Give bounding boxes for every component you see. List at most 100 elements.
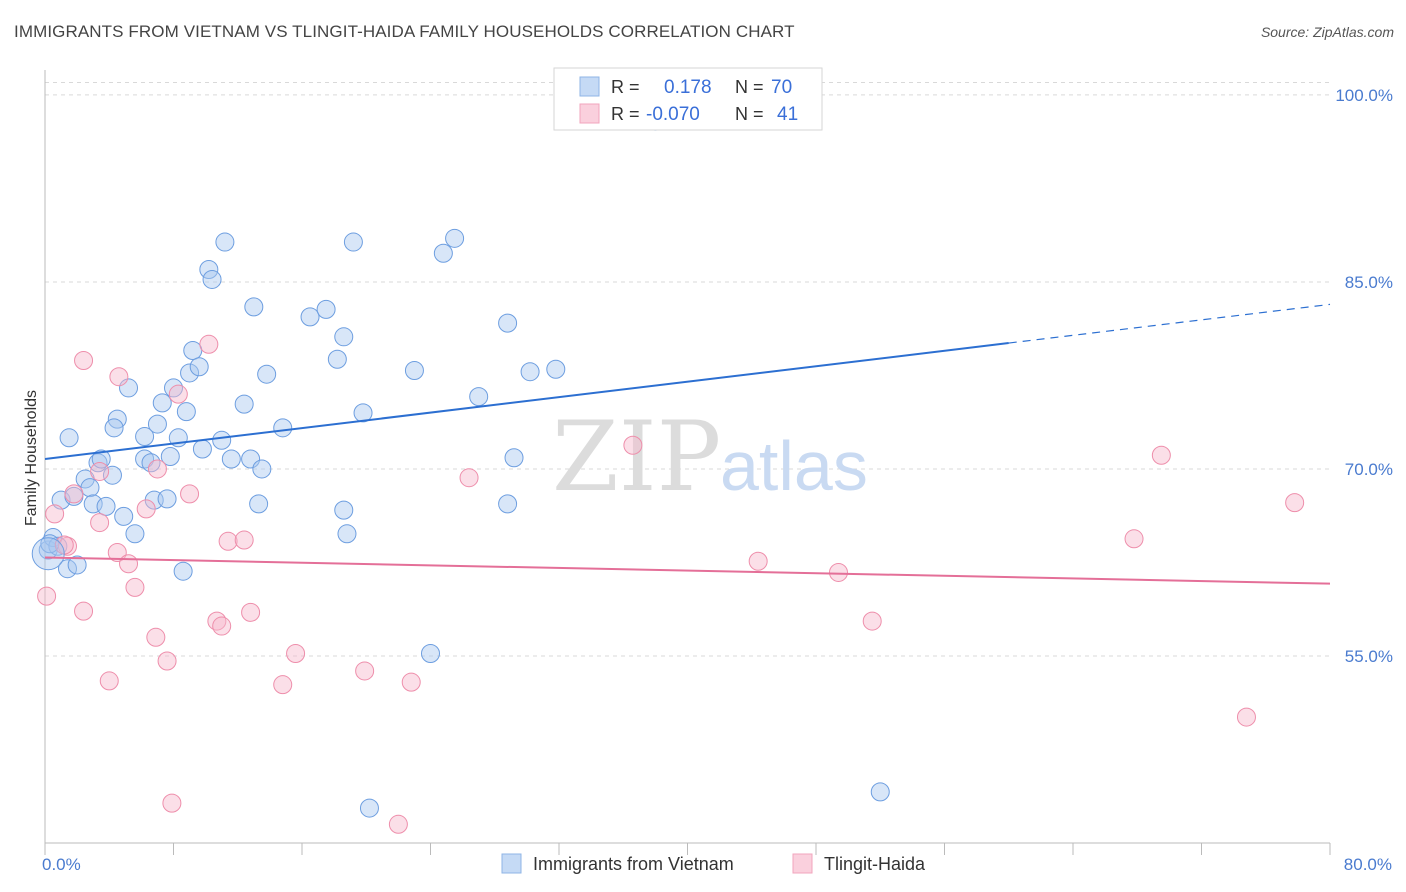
point-vietnam (404, 360, 424, 380)
y-tick-label: 85.0% (1345, 273, 1393, 292)
y-tick-labels: 55.0% 70.0% 85.0% 100.0% (1335, 86, 1393, 666)
point-tlingit (147, 459, 167, 479)
point-vietnam (327, 349, 347, 369)
point-tlingit (90, 461, 110, 481)
point-vietnam (91, 449, 111, 469)
point-vietnam (202, 269, 222, 289)
point-tlingit (212, 616, 232, 636)
legend-swatch-tlingit (579, 103, 600, 124)
y-tick-label: 100.0% (1335, 86, 1393, 105)
point-vietnam (359, 798, 379, 818)
point-vietnam (520, 362, 540, 382)
chart-title: IMMIGRANTS FROM VIETNAM VS TLINGIT-HAIDA… (14, 22, 795, 41)
bottom-legend-label-tlingit: Tlingit-Haida (824, 854, 926, 874)
point-vietnam (316, 299, 336, 319)
point-vietnam (173, 561, 193, 581)
point-tlingit (57, 536, 77, 556)
point-vietnam (183, 341, 203, 361)
point-vietnam (135, 427, 155, 447)
x-tick-label: 80.0% (1344, 855, 1392, 874)
point-tlingit (99, 671, 119, 691)
y-tick-label: 55.0% (1345, 647, 1393, 666)
point-vietnam (114, 506, 134, 526)
point-vietnam (353, 403, 373, 423)
point-vietnam (192, 439, 212, 459)
point-tlingit (1285, 493, 1305, 513)
point-tlingit (459, 468, 479, 488)
y-tick-label: 70.0% (1345, 460, 1393, 479)
point-vietnam (498, 494, 518, 514)
legend-n-value-1: 70 (771, 77, 792, 98)
point-vietnam (445, 228, 465, 248)
point-tlingit (157, 651, 177, 671)
point-tlingit (109, 367, 129, 387)
point-vietnam (59, 428, 79, 448)
bottom-legend: Immigrants from Vietnam Tlingit-Haida (501, 853, 926, 874)
point-tlingit (1236, 707, 1256, 727)
data-points (31, 111, 1305, 834)
point-vietnam (273, 418, 293, 438)
point-vietnam (96, 496, 116, 516)
point-vietnam (257, 364, 277, 384)
point-vietnam (119, 378, 139, 398)
point-vietnam (334, 327, 354, 347)
bottom-legend-swatch-vietnam (501, 853, 522, 874)
point-tlingit (218, 531, 238, 551)
point-tlingit (401, 672, 421, 692)
point-vietnam (212, 430, 232, 450)
point-tlingit (1124, 529, 1144, 549)
trend-lines (44, 303, 1331, 585)
point-vietnam (189, 357, 209, 377)
point-tlingit (74, 350, 94, 370)
legend-r-value-1: 0.178 (664, 77, 712, 98)
legend-r-label-2: R = (611, 104, 640, 124)
point-vietnam (152, 393, 172, 413)
legend-n-label-1: N = (735, 77, 764, 97)
point-vietnam (343, 232, 363, 252)
point-vietnam (135, 449, 155, 469)
point-vietnam (249, 494, 269, 514)
point-tlingit (828, 562, 848, 582)
point-vietnam (157, 489, 177, 509)
point-vietnam (176, 402, 196, 422)
point-tlingit (286, 643, 306, 663)
point-tlingit (273, 675, 293, 695)
point-tlingit (37, 586, 57, 606)
point-tlingit (119, 554, 139, 574)
point-vietnam (67, 555, 87, 575)
point-tlingit (74, 601, 94, 621)
point-vietnam (252, 459, 272, 479)
point-tlingit (64, 484, 84, 504)
point-vietnam (300, 307, 320, 327)
point-tlingit (125, 577, 145, 597)
legend-n-value-2: 41 (777, 104, 798, 125)
point-tlingit (1151, 445, 1171, 465)
trend-line-tlingit (44, 556, 1331, 585)
y-axis-label: Family Households (23, 390, 40, 526)
point-vietnam (421, 643, 440, 663)
point-tlingit (388, 814, 408, 834)
point-vietnam (215, 232, 235, 252)
point-vietnam (546, 359, 566, 379)
point-vietnam (337, 524, 357, 544)
source-label: Source: ZipAtlas.com (1260, 24, 1394, 40)
point-vietnam (234, 394, 254, 414)
point-vietnam (57, 559, 77, 579)
x-tick-label: 0.0% (42, 855, 81, 874)
point-vietnam (221, 449, 241, 469)
point-vietnam (160, 447, 180, 466)
point-vietnam (102, 465, 122, 485)
point-vietnam (31, 537, 65, 571)
point-vietnam (504, 448, 524, 468)
point-vietnam (125, 524, 145, 544)
point-tlingit (199, 334, 219, 354)
legend-swatch-vietnam (579, 76, 600, 97)
legend-r-label-1: R = (611, 77, 640, 97)
axes (44, 70, 1331, 855)
point-vietnam (870, 782, 890, 802)
point-tlingit (623, 435, 643, 455)
point-tlingit (146, 627, 166, 647)
point-vietnam (433, 243, 453, 263)
watermark-zip: ZIP (552, 401, 721, 513)
